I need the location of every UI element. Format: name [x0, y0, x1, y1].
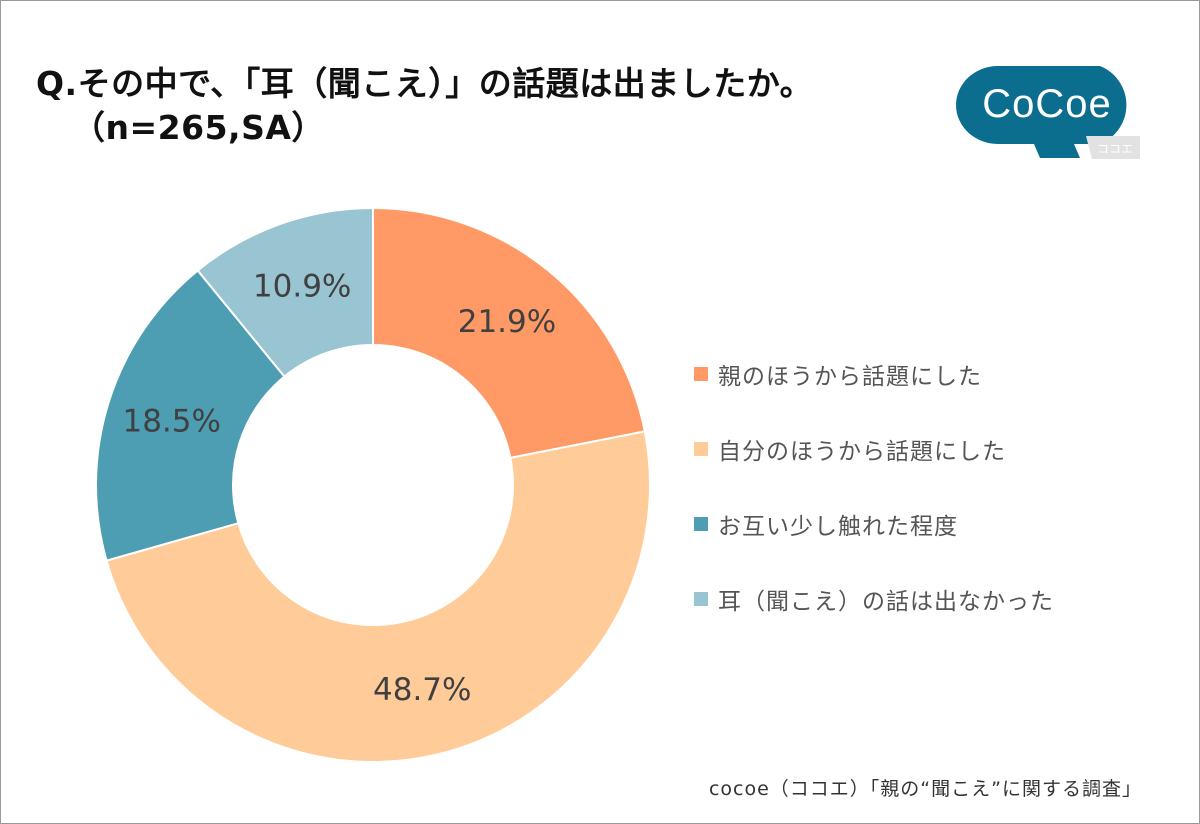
chart-title: Q.その中で、「耳（聞こえ）」の話題は出ましたか。 （n=265,SA） — [36, 62, 813, 150]
donut-slice-label: 48.7% — [373, 672, 471, 708]
donut-slice — [95, 269, 286, 562]
cocoe-logo: CoCoe ココエ — [956, 66, 1140, 159]
logo-tab — [1086, 136, 1140, 159]
title-line1: Q.その中で、「耳（聞こえ）」の話題は出ましたか。 — [36, 64, 814, 103]
donut-slice-label: 21.9% — [458, 304, 556, 340]
source-footer: cocoe（ココエ）「親の“聞こえ”に関する調査」 — [708, 778, 1142, 800]
donut-slice-label: 10.9% — [253, 268, 351, 304]
logo-badge — [956, 66, 1127, 158]
legend-label: お互い少し触れた程度 — [718, 514, 958, 540]
legend-label: 耳（聞こえ）の話は出なかった — [718, 589, 1054, 615]
donut-slice-label: 18.5% — [122, 404, 220, 440]
logo-subtext: ココエ — [1097, 142, 1133, 156]
donut-slice-labels: 21.9% 48.7% 18.5% 10.9% — [122, 268, 556, 708]
legend-swatch — [694, 592, 708, 606]
chart-legend: 親のほうから話題にした 自分のほうから話題にした お互い少し触れた程度 耳（聞こ… — [694, 355, 1054, 655]
donut-slices — [95, 206, 651, 763]
legend-label: 自分のほうから話題にした — [718, 439, 1006, 465]
legend-swatch — [694, 367, 708, 381]
legend-item: 自分のほうから話題にした — [694, 430, 1054, 468]
donut-slice — [372, 206, 646, 460]
logo-text: CoCoe — [982, 82, 1112, 126]
legend-label: 親のほうから話題にした — [718, 364, 982, 390]
donut-slice — [196, 206, 374, 378]
legend-swatch — [694, 517, 708, 531]
legend-item: 耳（聞こえ）の話は出なかった — [694, 580, 1054, 618]
legend-item: お互い少し触れた程度 — [694, 505, 1054, 543]
title-line2: （n=265,SA） — [72, 108, 325, 147]
legend-item: 親のほうから話題にした — [694, 355, 1054, 393]
donut-slice — [105, 430, 651, 763]
legend-swatch — [694, 442, 708, 456]
